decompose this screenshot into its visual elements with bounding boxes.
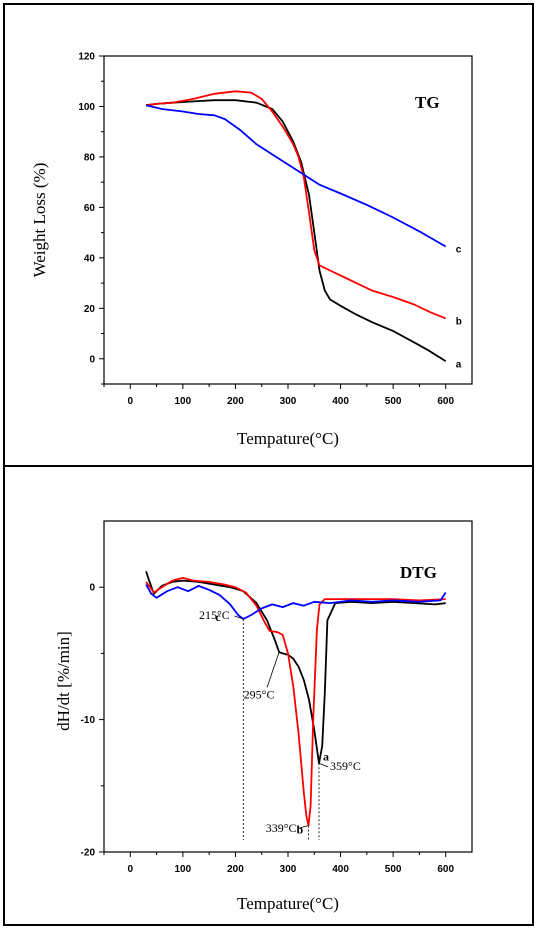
- dtg-x-axis-label: Tempature(°C): [237, 894, 339, 913]
- y-tick-label: 0: [89, 354, 95, 365]
- y-tick-label: 60: [84, 203, 96, 214]
- y-tick-label: 80: [84, 152, 96, 163]
- series-line-c: [145, 104, 447, 248]
- x-tick-label: 600: [437, 864, 454, 875]
- dtg-y-ticks: -20 -10 0: [81, 583, 104, 859]
- y-tick-label: 120: [78, 52, 95, 63]
- x-tick-label: 600: [437, 396, 454, 407]
- tg-series: [145, 90, 447, 363]
- series-label-c: c: [456, 244, 462, 255]
- dtg-series-labels: a b c: [215, 610, 329, 837]
- annotation-label: 339°C: [266, 821, 297, 835]
- tg-y-ticks: 0 20 40 60 80 100 120: [78, 52, 104, 385]
- annotation-label: 359°C: [330, 759, 361, 773]
- series-label-a: a: [323, 749, 329, 763]
- annotation-arrow: [318, 762, 329, 768]
- series-line-a: [145, 99, 447, 363]
- x-tick-label: 200: [227, 396, 244, 407]
- dtg-x-ticks: 0 100 200 300 400 500 600: [103, 852, 454, 875]
- figure-frame: [3, 3, 534, 926]
- dtg-y-axis-label: dH/dt [%/min]: [54, 631, 73, 731]
- series-label-b: b: [456, 316, 462, 327]
- y-tick-label: -10: [81, 715, 96, 726]
- x-tick-label: 500: [385, 864, 402, 875]
- series-line-a: [145, 571, 446, 765]
- x-tick-label: 100: [175, 396, 192, 407]
- annotation-arrow: [234, 615, 244, 620]
- y-tick-label: 100: [78, 102, 95, 113]
- x-tick-label: 300: [280, 396, 297, 407]
- y-tick-label: 0: [89, 583, 95, 594]
- annotation-label: 295°C: [244, 687, 275, 701]
- y-tick-label: 40: [84, 253, 96, 264]
- y-tick-label: -20: [81, 848, 96, 859]
- series-label-c: c: [215, 610, 221, 624]
- annotation-label: 215°C: [199, 608, 230, 622]
- tg-x-ticks: 0 100 200 300 400 500 600: [103, 384, 454, 407]
- dtg-annotations: 215°C 295°C 339°C 359°C: [199, 608, 361, 835]
- dtg-series: [145, 571, 447, 827]
- x-tick-label: 400: [332, 864, 349, 875]
- tg-y-axis-label: Weight Loss (%): [30, 163, 49, 278]
- tg-panel-label: TG: [415, 93, 440, 112]
- x-tick-label: 0: [128, 396, 134, 407]
- x-tick-label: 100: [175, 864, 192, 875]
- series-line-c: [145, 584, 447, 620]
- x-tick-label: 300: [280, 864, 297, 875]
- x-tick-label: 400: [332, 396, 349, 407]
- series-line-b: [145, 90, 447, 320]
- annotation-arrow: [266, 651, 280, 688]
- dtg-chart: 0 100 200 300 400 500 600 -20 -10 0 a b c 215°C 295…: [54, 520, 473, 913]
- x-tick-label: 0: [128, 864, 134, 875]
- tg-series-labels: a b c: [456, 244, 462, 370]
- panel-divider: [3, 465, 534, 467]
- dtg-annotation-guides: [242, 618, 320, 840]
- series-label-b: b: [297, 823, 304, 837]
- series-line-b: [145, 577, 446, 827]
- series-label-a: a: [456, 359, 462, 370]
- annotation-arrow: [299, 825, 309, 829]
- x-tick-label: 500: [385, 396, 402, 407]
- dtg-panel-label: DTG: [400, 563, 437, 582]
- y-tick-label: 20: [84, 304, 96, 315]
- tg-x-axis-label: Tempature(°C): [237, 429, 339, 448]
- x-tick-label: 200: [227, 864, 244, 875]
